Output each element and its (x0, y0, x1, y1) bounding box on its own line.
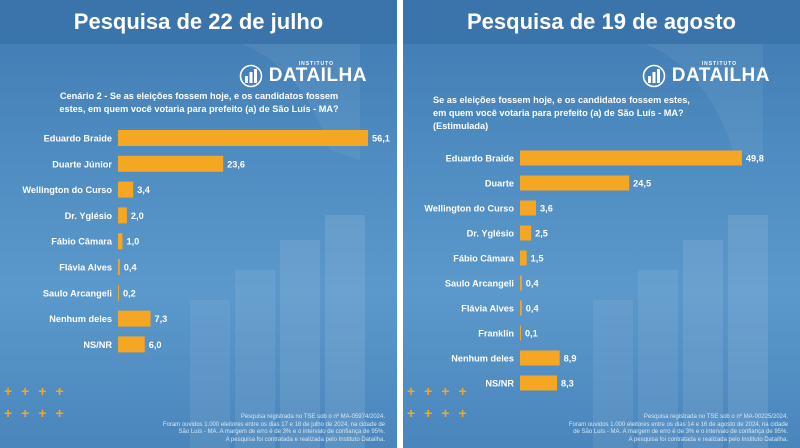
bar (520, 175, 630, 191)
category-label: Nenhum deles (451, 354, 514, 364)
value-label: 3,4 (137, 185, 151, 195)
bar (520, 200, 537, 216)
datailha-logo: INSTITUTO DATAILHA (239, 61, 367, 88)
category-label: Eduardo Braide (446, 154, 514, 164)
value-label: 24,5 (633, 179, 651, 189)
footer-line: A pesquisa foi contratada e realizada pe… (225, 436, 385, 443)
background-blocks (593, 40, 768, 448)
plus-pattern-icon: ++++ (407, 405, 476, 421)
value-label: 8,9 (564, 354, 577, 364)
bar (118, 130, 368, 146)
value-label: 1,5 (531, 254, 544, 264)
bar (520, 150, 742, 166)
datailha-logo: INSTITUTO DATAILHA (642, 61, 770, 88)
category-label: Flávia Alves (59, 263, 112, 273)
value-label: 1,0 (126, 237, 139, 247)
value-label: 0,4 (526, 304, 540, 314)
plus-pattern-icon: ++++ (407, 383, 476, 399)
chart-title: Pesquisa de 19 de agosto (467, 9, 736, 34)
title-bar: Pesquisa de 19 de agosto (403, 0, 800, 44)
bar (118, 310, 151, 327)
panel-july: Pesquisa de 22 de julho INSTITUTO DATAIL… (0, 0, 397, 448)
category-label: Dr. Yglésio (467, 229, 515, 239)
bar (118, 284, 119, 301)
footer-note: Pesquisa registrada no TSE sob o nº MA-0… (463, 414, 788, 444)
category-label: Franklin (478, 329, 514, 339)
value-label: 7,3 (155, 314, 168, 324)
panel-august: Pesquisa de 19 de agosto INSTITUTO DATAI… (403, 0, 800, 448)
value-label: 0,4 (526, 279, 540, 289)
question-line: em quem você votaria para prefeito (a) d… (433, 108, 684, 118)
bar (520, 300, 522, 316)
bar (118, 207, 127, 224)
value-label: 0,1 (525, 329, 538, 339)
plus-pattern-icon: ++++ (4, 405, 73, 421)
category-label: NS/NR (485, 379, 514, 389)
footer-line: Foram ouvidos 1.000 eleitores entre os d… (568, 421, 788, 428)
logo-big-text: DATAILHA (268, 65, 367, 86)
category-label: NS/NR (83, 340, 112, 350)
category-label: Fábio Câmara (453, 254, 515, 264)
value-label: 56,1 (372, 134, 390, 144)
bar-chart-august: Eduardo Braide 49,8 Duarte 24,5 Wellington d… (424, 150, 764, 391)
logo-small-text: INSTITUTO (701, 61, 738, 67)
category-label: Duarte Júnior (52, 159, 112, 169)
question-line: Se as eleições fossem hoje, e os candida… (433, 95, 690, 105)
bar (520, 350, 560, 366)
logo-small-text: INSTITUTO (298, 61, 335, 67)
value-label: 0,2 (123, 288, 136, 298)
bar (520, 375, 557, 391)
question-line: (Estimulada) (433, 121, 489, 131)
datailha-logo-icon (642, 64, 666, 88)
bar (520, 250, 527, 266)
question-text: Cenário 2 - Se as eleições fossem hoje, … (14, 90, 384, 116)
footer-line: São Luís - MA. A margem de erro é de 3% … (178, 429, 385, 436)
bar (118, 181, 134, 198)
bar (118, 259, 120, 275)
category-label: Duarte (485, 179, 514, 189)
footer-note: Pesquisa registrada no TSE sob o nº MA-0… (60, 414, 385, 444)
value-label: 2,0 (131, 211, 144, 221)
value-label: 8,3 (561, 379, 574, 389)
category-label: Fábio Câmara (51, 237, 113, 247)
footer-line: Pesquisa registrada no TSE sob o nº MA-0… (643, 414, 788, 421)
question-line: Cenário 2 - Se as eleições fossem hoje, … (59, 91, 339, 101)
logo-big-text: DATAILHA (671, 65, 770, 86)
question-text: Se as eleições fossem hoje, e os candida… (433, 94, 783, 133)
category-label: Saulo Arcangeli (43, 288, 112, 298)
bar (118, 155, 224, 172)
bar (520, 225, 532, 241)
bar (520, 275, 522, 291)
value-label: 3,6 (540, 204, 553, 214)
question-line: estes, em quem você votaria para prefeit… (59, 104, 339, 114)
title-bar: Pesquisa de 22 de julho (0, 0, 397, 44)
chart-title: Pesquisa de 22 de julho (73, 9, 324, 34)
value-label: 6,0 (149, 340, 162, 350)
category-label: Dr. Yglésio (65, 211, 113, 221)
footer-line: de São Luís - MA. A margem de erro é de … (573, 429, 788, 436)
category-label: Flávia Alves (461, 304, 514, 314)
value-label: 0,4 (124, 263, 138, 273)
bar (520, 325, 521, 341)
bar-chart-july: Eduardo Braide 56,1 Duarte Júnior 23,6 Welli… (22, 130, 390, 353)
value-label: 49,8 (746, 154, 764, 164)
bar (118, 336, 145, 353)
value-label: 2,5 (535, 229, 548, 239)
footer-line: A pesquisa foi contratada e realizada pe… (628, 436, 788, 443)
value-label: 23,6 (227, 159, 245, 169)
category-label: Wellington do Curso (424, 204, 514, 214)
footer-line: Pesquisa registrada no TSE sob o nº MA-0… (240, 414, 385, 421)
bar (118, 233, 123, 250)
category-label: Saulo Arcangeli (445, 279, 514, 289)
footer-line: Foram ouvidos 1.000 eleitores entre os d… (162, 421, 385, 428)
category-label: Nenhum deles (49, 314, 112, 324)
datailha-logo-icon (239, 64, 263, 88)
category-label: Wellington do Curso (22, 185, 112, 195)
category-label: Eduardo Braide (44, 134, 112, 144)
plus-pattern-icon: ++++ (4, 383, 73, 399)
